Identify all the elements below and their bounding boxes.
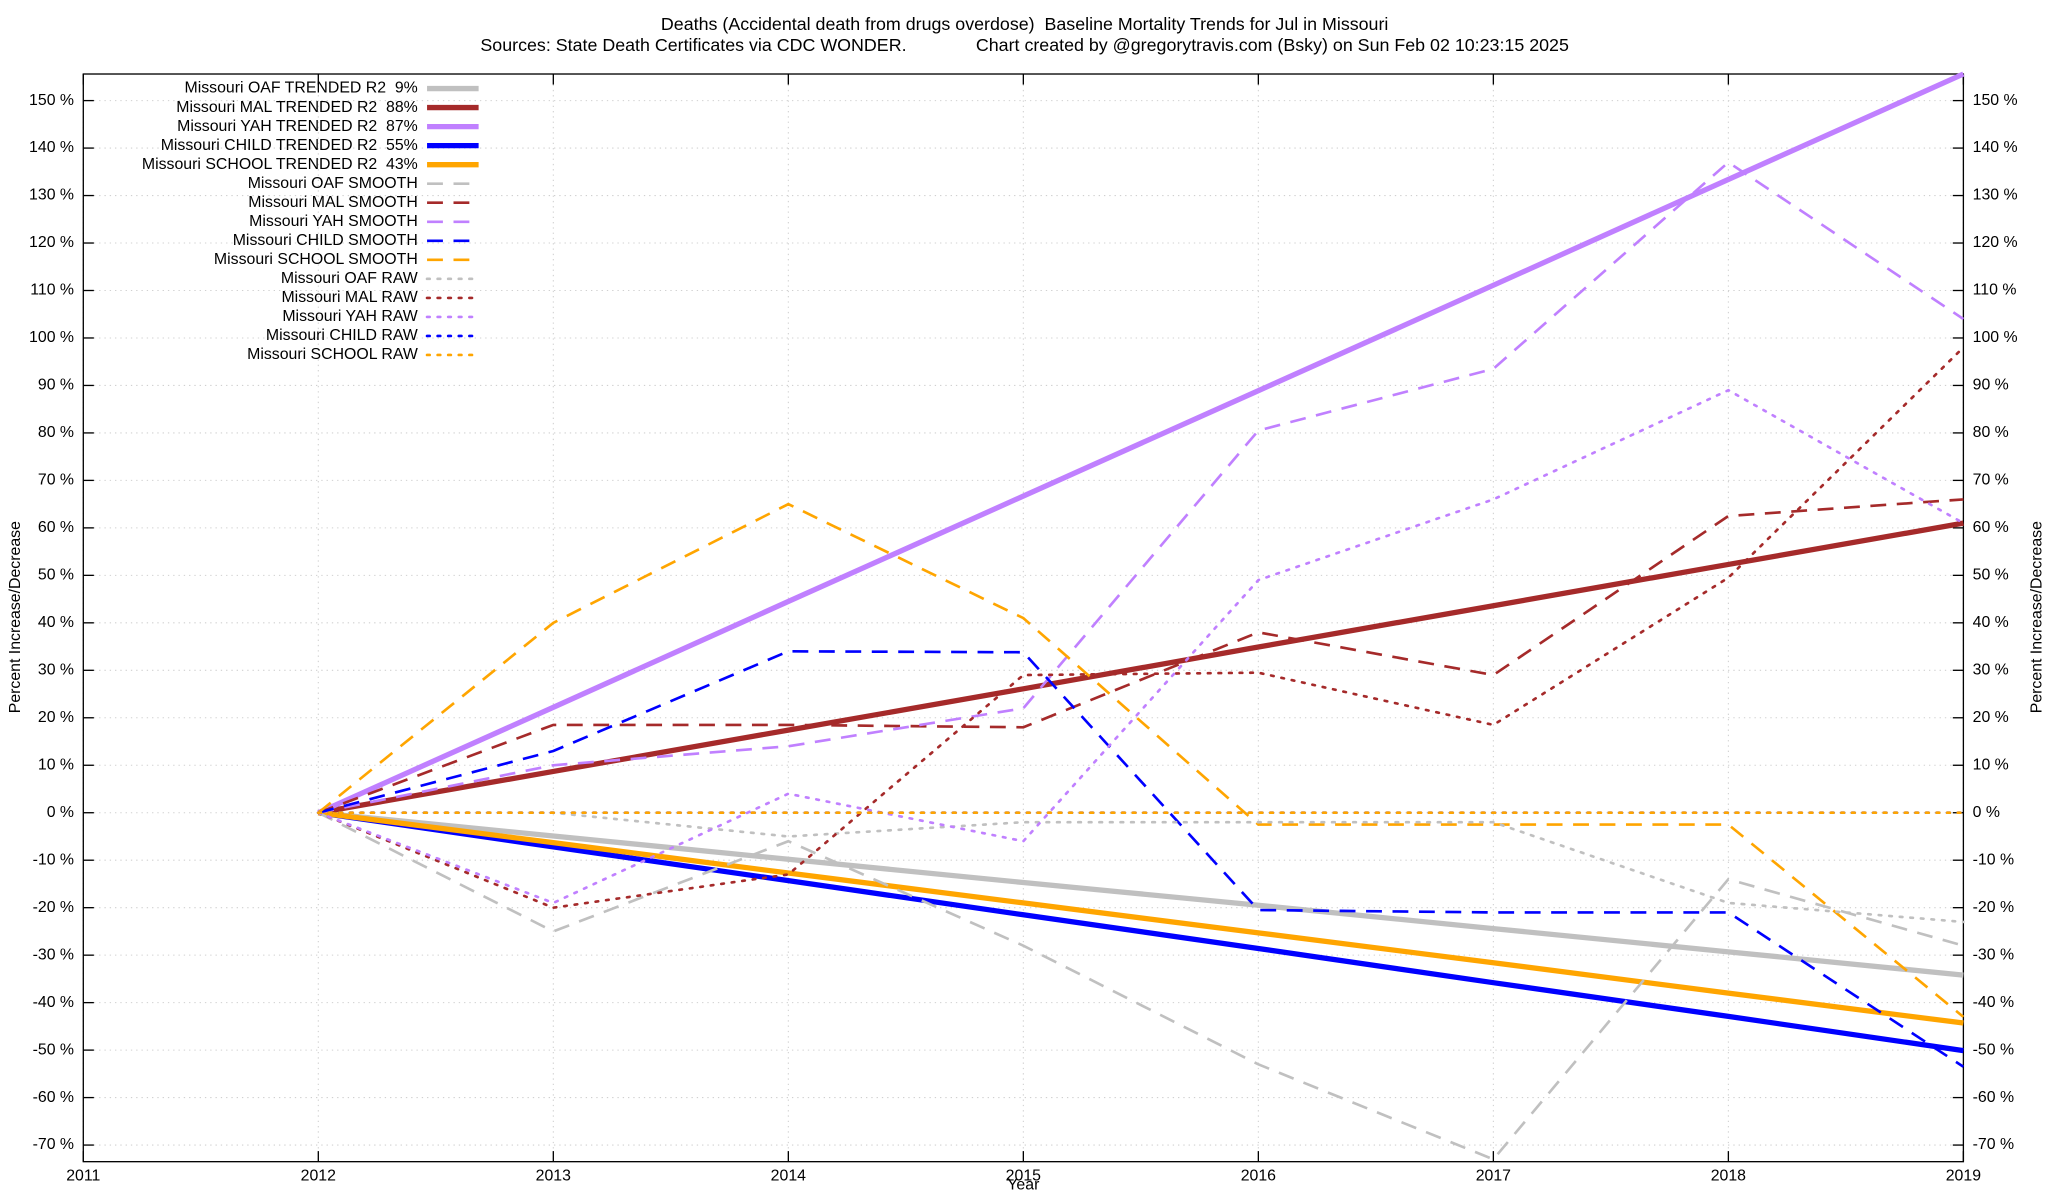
y-tick-label-right: 150 % (1973, 92, 2018, 109)
y-tick-label: 120 % (29, 234, 74, 251)
y-tick-label-right: 0 % (1973, 804, 2000, 821)
y-tick-label: -50 % (33, 1041, 74, 1058)
legend-label: Missouri CHILD SMOOTH (233, 232, 418, 249)
y-tick-label-right: -40 % (1973, 994, 2014, 1011)
y-tick-label-right: -30 % (1973, 946, 2014, 963)
y-tick-label-right: 140 % (1973, 139, 2018, 156)
x-tick-label: 2012 (301, 1167, 336, 1184)
series-line (317, 810, 1964, 1054)
y-tick-label-right: -60 % (1973, 1089, 2014, 1106)
legend-label: Missouri SCHOOL RAW (247, 346, 418, 363)
y-tick-label-right: 120 % (1973, 234, 2018, 251)
y-tick-label-right: 20 % (1973, 709, 2009, 726)
legend-label: Missouri OAF TRENDED R2 9% (184, 80, 417, 97)
y-axis-label: Percent Increase/Decrease (7, 521, 24, 713)
y-tick-label-right: -50 % (1973, 1041, 2014, 1058)
y-tick-label-right: -20 % (1973, 899, 2014, 916)
y-tick-label: 60 % (38, 519, 74, 536)
y-tick-label: 100 % (29, 329, 74, 346)
legend-label: Missouri SCHOOL SMOOTH (214, 251, 418, 268)
y-tick-label: 0 % (47, 804, 74, 821)
y-tick-label-right: 60 % (1973, 519, 2009, 536)
legend-label: Missouri MAL RAW (281, 289, 417, 306)
legend-label: Missouri OAF RAW (281, 270, 418, 287)
y-tick-label: -10 % (33, 851, 74, 868)
legend-label: Missouri SCHOOL TRENDED R2 43% (142, 156, 418, 173)
y-tick-label: 70 % (38, 472, 74, 489)
series-line (318, 810, 1964, 978)
y-tick-label: 90 % (38, 377, 74, 394)
series-line (316, 388, 1965, 905)
y-tick-label-right: 90 % (1973, 377, 2009, 394)
y-tick-label: 150 % (29, 92, 74, 109)
y-tick-label: 10 % (38, 756, 74, 773)
legend-label: Missouri CHILD RAW (266, 327, 418, 344)
series-line (317, 810, 1964, 1026)
series-line (316, 811, 1965, 924)
y-tick-label: 130 % (29, 187, 74, 204)
chart-subtitle: Sources: State Death Certificates via CD… (480, 35, 1569, 55)
y-tick-label: 140 % (29, 139, 74, 156)
series-line (317, 649, 1965, 1068)
y-tick-label: -20 % (33, 899, 74, 916)
y-tick-label-right: 10 % (1973, 756, 2009, 773)
x-tick-label: 2011 (66, 1167, 100, 1184)
series-line (317, 811, 1964, 1161)
y-tick-label: 30 % (38, 661, 74, 678)
x-tick-label: 2017 (1476, 1167, 1511, 1184)
series-line (318, 160, 1965, 815)
legend-label: Missouri YAH RAW (282, 308, 417, 325)
y-tick-label-right: 130 % (1973, 187, 2018, 204)
y-tick-label-right: -70 % (1973, 1136, 2014, 1153)
x-tick-label: 2019 (1946, 1167, 1981, 1184)
plot-frame (82, 73, 1965, 1163)
y-tick-label: 50 % (38, 567, 74, 584)
legend-label: Missouri MAL TRENDED R2 88% (176, 99, 418, 116)
legend-label: Missouri YAH TRENDED R2 87% (177, 118, 418, 135)
y-tick-label-right: 80 % (1973, 424, 2009, 441)
series-line (317, 71, 1965, 816)
x-tick-label: 2014 (771, 1167, 806, 1184)
y-tick-label: -30 % (33, 946, 74, 963)
x-tick-label: 2018 (1711, 1167, 1746, 1184)
y-tick-label-right: 100 % (1973, 329, 2018, 346)
legend-label: Missouri YAH SMOOTH (249, 213, 418, 230)
y-tick-label: 40 % (38, 614, 74, 631)
y-tick-label: -70 % (33, 1136, 74, 1153)
y-tick-label: 80 % (38, 424, 74, 441)
y-axis-label-right: Percent Increase/Decrease (2029, 521, 2046, 713)
legend-label: Missouri CHILD TRENDED R2 55% (161, 137, 418, 154)
legend-label: Missouri MAL SMOOTH (248, 194, 418, 211)
series-line (317, 520, 1964, 816)
x-axis-label: Year (1007, 1177, 1040, 1194)
y-tick-label: 20 % (38, 709, 74, 726)
x-tick-label: 2013 (536, 1167, 571, 1184)
legend-label: Missouri OAF SMOOTH (248, 175, 418, 192)
y-tick-label-right: 40 % (1973, 614, 2009, 631)
chart-title: Deaths (Accidental death from drugs over… (661, 14, 1388, 34)
y-tick-label-right: 110 % (1973, 282, 2017, 299)
y-tick-label-right: -10 % (1973, 851, 2014, 868)
y-tick-label-right: 30 % (1973, 661, 2009, 678)
y-tick-label-right: 70 % (1973, 472, 2009, 489)
series-line (317, 498, 1964, 814)
y-tick-label: 110 % (30, 282, 74, 299)
series-line (317, 502, 1965, 1018)
y-tick-label-right: 50 % (1973, 567, 2009, 584)
y-tick-label: -60 % (33, 1089, 74, 1106)
y-tick-label: -40 % (33, 994, 74, 1011)
x-tick-label: 2016 (1241, 1167, 1276, 1184)
x-tick-label: 2015 (1006, 1167, 1041, 1184)
